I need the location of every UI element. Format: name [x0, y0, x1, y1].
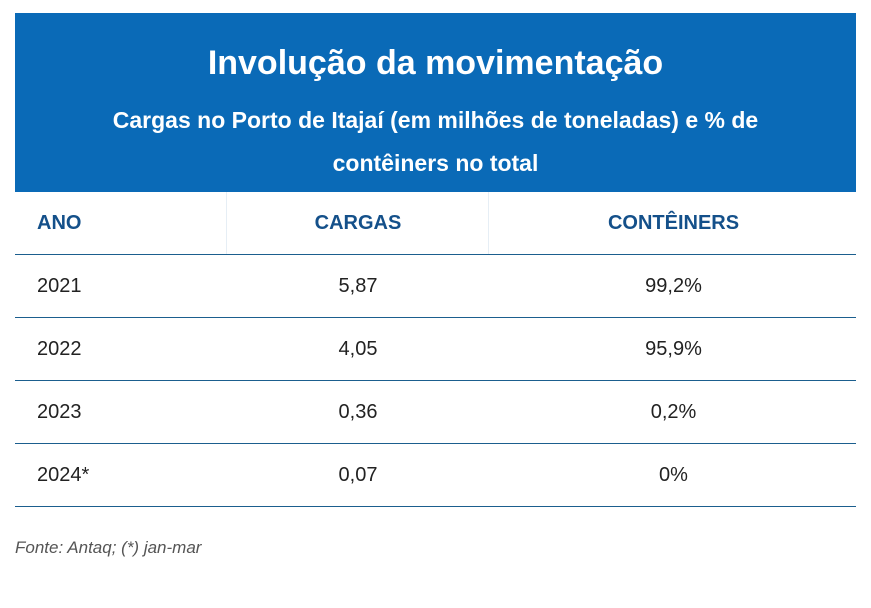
column-header-row: ANO CARGAS CONTÊINERS — [15, 192, 856, 255]
source-note: Fonte: Antaq; (*) jan-mar — [15, 538, 202, 557]
cell-ano: 2021 — [37, 275, 82, 297]
column-header-conteiners: CONTÊINERS — [607, 212, 740, 234]
cell-ano: 2022 — [37, 338, 82, 360]
column-divider — [488, 192, 489, 254]
chart-subtitle: Cargas no Porto de Itajaí (em milhões de… — [112, 107, 759, 176]
cell-conteiners: 0% — [659, 464, 688, 486]
cell-cargas: 4,05 — [338, 338, 378, 360]
chart-title: Involução da movimentação — [207, 44, 664, 82]
column-header-ano: ANO — [37, 212, 82, 234]
column-divider — [226, 192, 227, 254]
cell-ano: 2024* — [37, 464, 90, 486]
table-row: 2021 5,87 99,2% — [15, 255, 856, 318]
data-table: ANO CARGAS CONTÊINERS 2021 5,87 99,2% 20… — [15, 192, 856, 507]
cell-cargas: 0,36 — [338, 401, 378, 423]
cell-ano: 2023 — [37, 401, 82, 423]
cell-cargas: 0,07 — [338, 464, 378, 486]
table-row: 2024* 0,07 0% — [15, 444, 856, 507]
cell-conteiners: 0,2% — [650, 401, 697, 423]
table-row: 2022 4,05 95,9% — [15, 318, 856, 381]
table-row: 2023 0,36 0,2% — [15, 381, 856, 444]
cell-conteiners: 99,2% — [645, 275, 702, 297]
table-header-banner: Involução da movimentação Cargas no Port… — [15, 13, 856, 192]
column-header-cargas: CARGAS — [314, 212, 402, 234]
cell-conteiners: 95,9% — [645, 338, 702, 360]
cell-cargas: 5,87 — [338, 275, 378, 297]
